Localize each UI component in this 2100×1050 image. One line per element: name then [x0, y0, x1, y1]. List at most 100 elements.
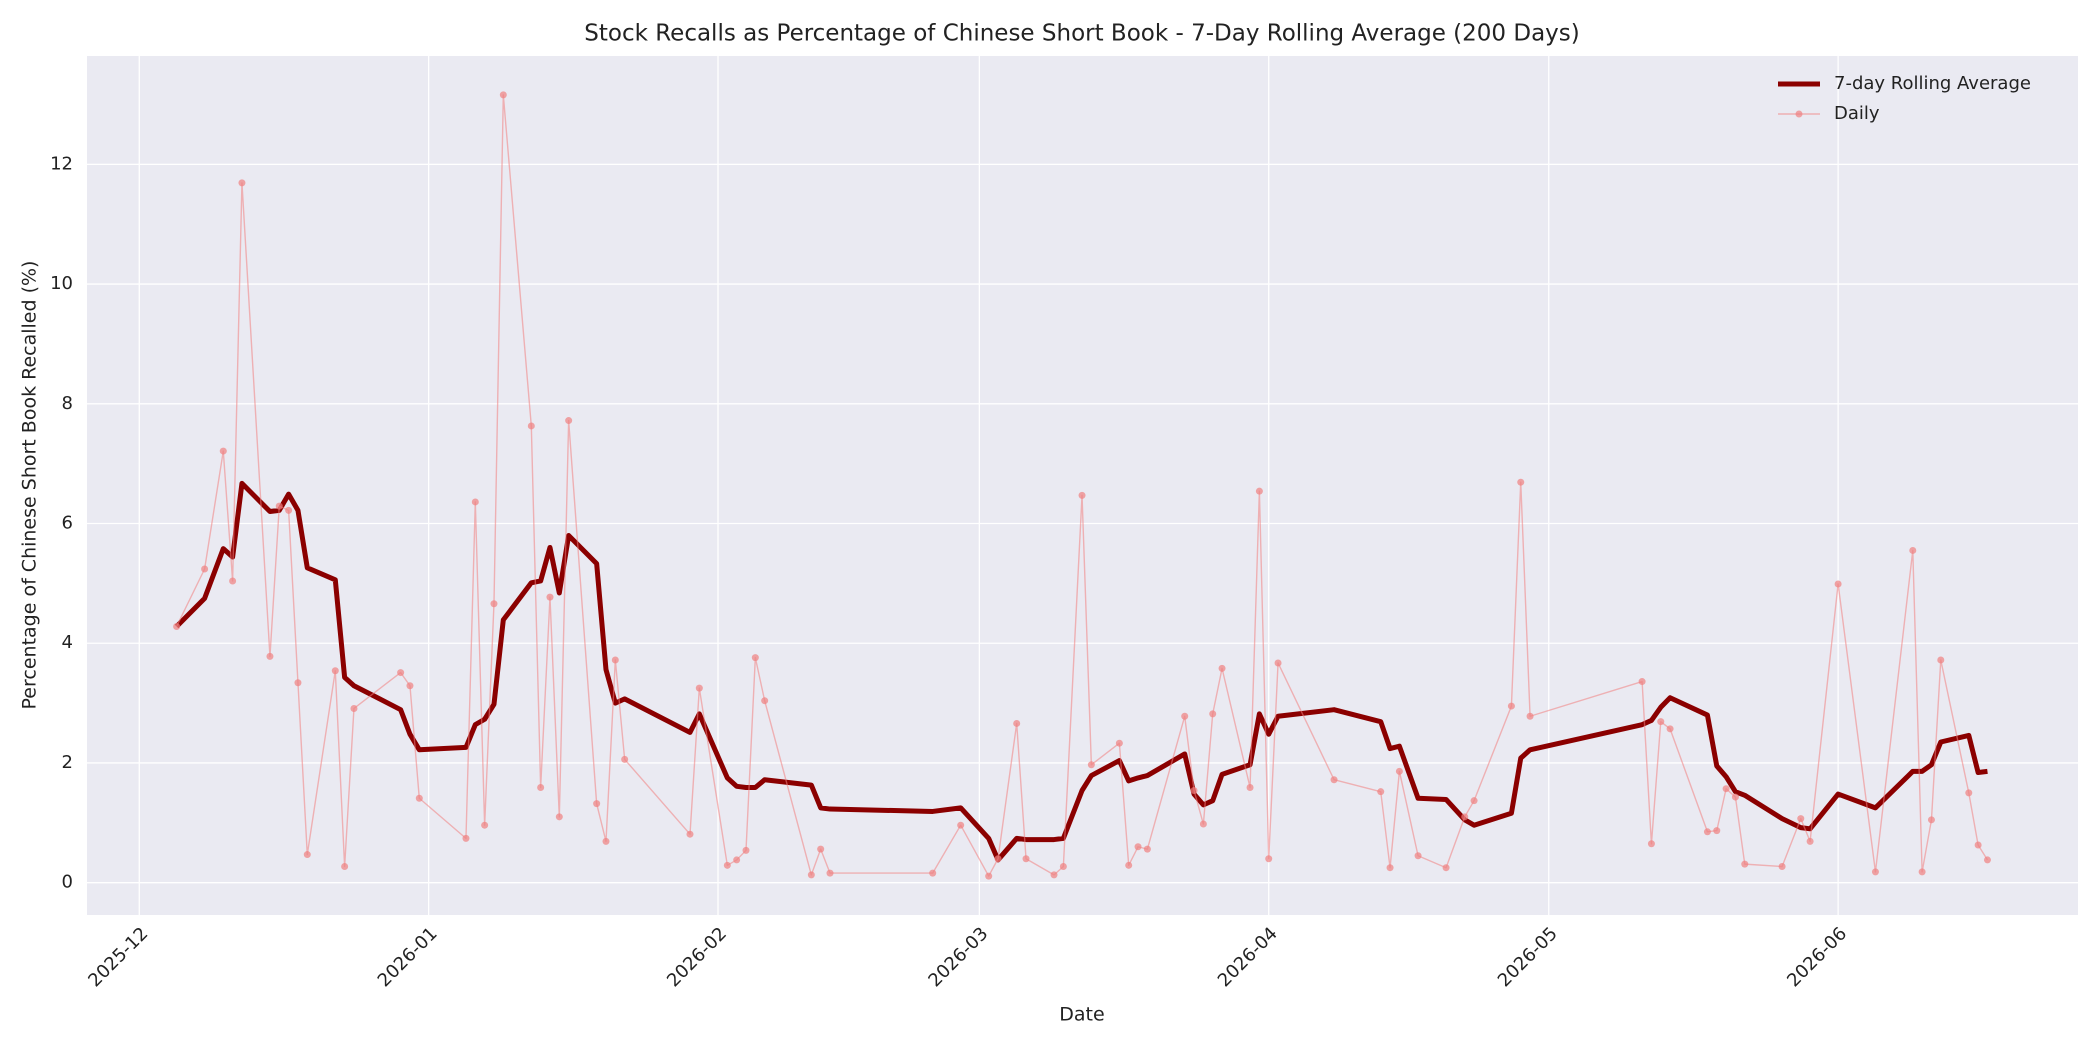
data-point — [331, 667, 339, 675]
data-point — [275, 502, 283, 510]
data-point — [1741, 860, 1749, 868]
data-point — [1087, 761, 1095, 769]
x-tick-label: 2026-03 — [924, 923, 992, 991]
data-point — [1218, 664, 1226, 672]
y-tick-label: 12 — [50, 153, 73, 174]
data-point — [303, 851, 311, 859]
data-point — [285, 506, 293, 514]
data-point — [733, 856, 741, 864]
data-point — [1181, 712, 1189, 720]
data-point — [621, 755, 629, 763]
data-point — [1657, 718, 1665, 726]
data-point — [1134, 843, 1142, 851]
series-line — [174, 480, 1988, 863]
data-point — [602, 837, 610, 845]
y-tick-label: 2 — [62, 752, 73, 773]
data-point — [555, 813, 563, 821]
data-point — [807, 871, 815, 879]
data-point — [481, 821, 489, 829]
data-point — [219, 447, 227, 455]
data-point — [1806, 837, 1814, 845]
data-point — [1274, 659, 1282, 667]
data-point — [415, 794, 423, 802]
y-axis-label: Percentage of Chinese Short Book Recalle… — [19, 261, 41, 710]
data-point — [751, 654, 759, 662]
data-point — [1517, 478, 1525, 486]
data-point — [537, 783, 545, 791]
data-point — [1395, 767, 1403, 775]
data-point — [1507, 702, 1515, 710]
data-point — [546, 593, 554, 601]
x-tick-label: 2025-12 — [84, 923, 152, 991]
data-point — [1722, 785, 1730, 793]
data-point — [1022, 855, 1030, 863]
data-point — [1666, 725, 1674, 733]
data-point — [1050, 871, 1058, 879]
data-point — [1834, 580, 1842, 588]
data-point — [1115, 739, 1123, 747]
data-point — [817, 845, 825, 853]
data-point — [1255, 487, 1263, 495]
y-tick-label: 0 — [62, 872, 73, 893]
data-point — [499, 91, 507, 99]
data-point — [1265, 855, 1273, 863]
data-point — [471, 498, 479, 506]
chart-title: Stock Recalls as Percentage of Chinese S… — [584, 21, 1580, 47]
legend-marker — [1795, 110, 1803, 118]
data-point — [1927, 816, 1935, 824]
data-point — [742, 846, 750, 854]
data-point — [985, 872, 993, 880]
data-point — [266, 652, 274, 660]
data-point — [341, 863, 349, 871]
data-point — [1414, 852, 1422, 860]
data-point — [1199, 820, 1207, 828]
data-point — [1638, 678, 1646, 686]
data-point — [1143, 845, 1151, 853]
y-tick-label: 8 — [62, 393, 73, 414]
data-point — [1461, 813, 1469, 821]
data-point — [1703, 828, 1711, 836]
x-tick-label: 2026-04 — [1214, 923, 1282, 991]
data-point — [1965, 789, 1973, 797]
data-point — [229, 577, 237, 585]
data-point — [397, 669, 405, 677]
data-point — [350, 704, 358, 712]
x-tick-label: 2026-05 — [1494, 923, 1562, 991]
data-point — [1937, 656, 1945, 664]
data-point — [1713, 827, 1721, 835]
data-point — [761, 697, 769, 705]
data-point — [1731, 793, 1739, 801]
data-point — [1209, 710, 1217, 718]
x-axis-label: Date — [1059, 1004, 1104, 1026]
data-point — [294, 679, 302, 687]
data-point — [957, 821, 965, 829]
data-point — [1125, 861, 1133, 869]
data-point — [1013, 719, 1021, 727]
data-point — [490, 600, 498, 608]
y-tick-label: 6 — [62, 513, 73, 534]
data-point — [1386, 864, 1394, 872]
data-point — [1246, 783, 1254, 791]
data-point — [929, 869, 937, 877]
legend-label: Daily — [1834, 103, 1880, 124]
data-point — [695, 684, 703, 692]
data-point — [686, 830, 694, 838]
data-point — [723, 861, 731, 869]
data-point — [1059, 863, 1067, 871]
x-tick-label: 2026-01 — [374, 923, 442, 991]
data-point — [201, 565, 209, 573]
x-tick-label: 2026-02 — [663, 923, 731, 991]
data-point — [1470, 797, 1478, 805]
data-point — [565, 417, 573, 425]
data-point — [1647, 840, 1655, 848]
data-point — [593, 800, 601, 808]
data-point — [406, 682, 414, 690]
data-point — [1330, 776, 1338, 784]
data-point — [1778, 863, 1786, 871]
data-point — [1797, 815, 1805, 823]
data-point — [1442, 864, 1450, 872]
data-point — [1871, 868, 1879, 876]
data-point — [173, 622, 181, 630]
y-tick-label: 10 — [50, 273, 73, 294]
